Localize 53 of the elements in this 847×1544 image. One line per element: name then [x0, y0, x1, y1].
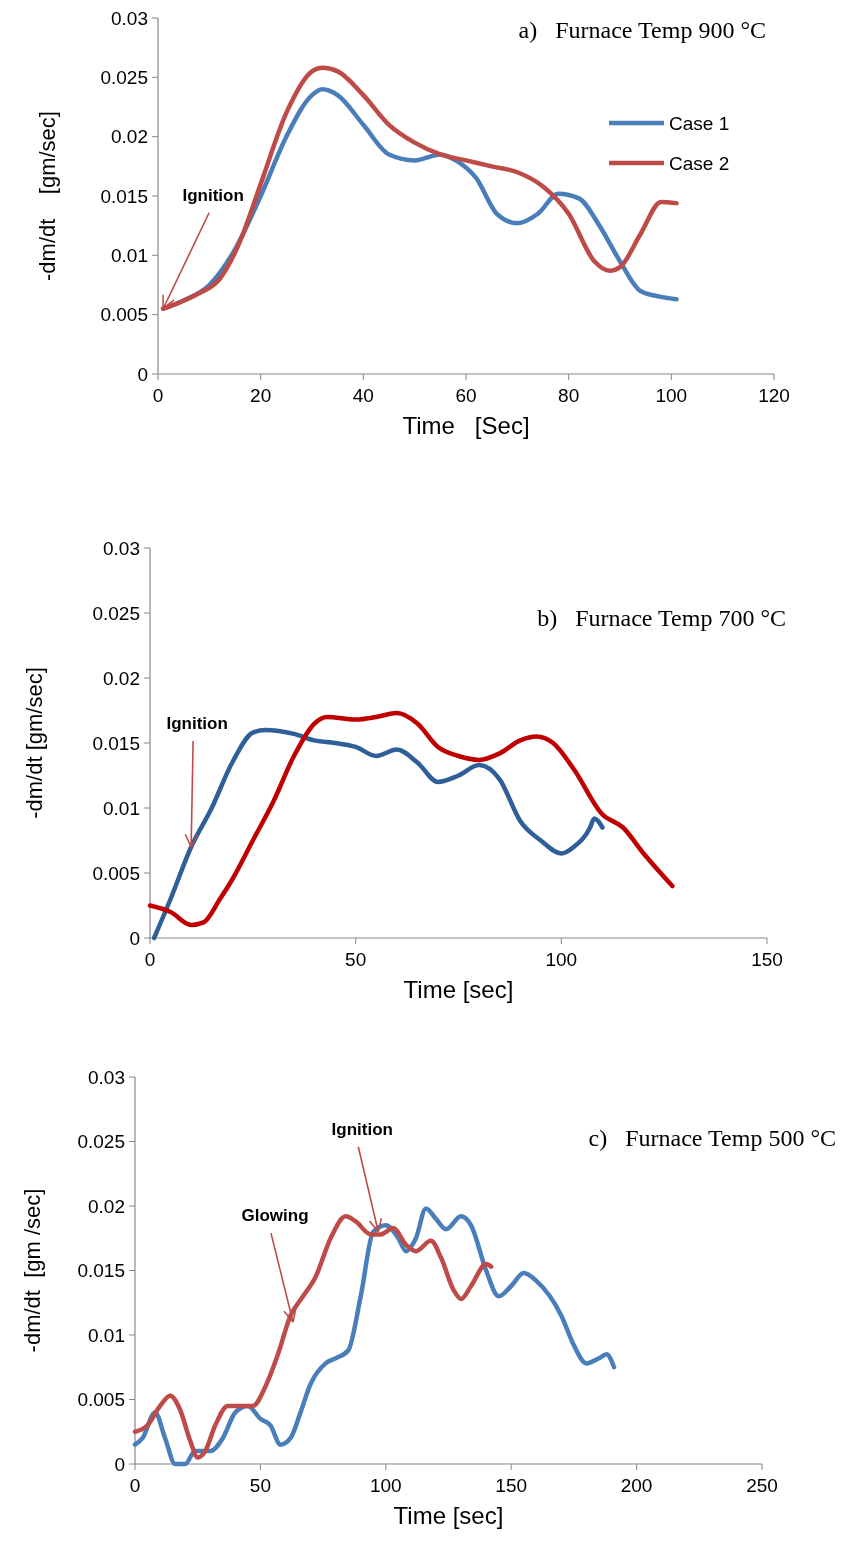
x-axis-title: Time [sec] [393, 1502, 504, 1529]
y-axis-title: -dm/dt [gm/sec] [35, 111, 60, 281]
text: b) Furnace Temp 700 °C [537, 605, 786, 631]
y-tick-label: 0.005 [77, 1389, 125, 1411]
x-axis-title: Time [sec] [403, 976, 514, 1003]
x-tick-label: 100 [369, 1475, 402, 1496]
y-tick-label: 0.025 [77, 1131, 125, 1153]
y-tick-label: 0.01 [111, 244, 148, 266]
y-tick-label: 0 [114, 1453, 125, 1475]
y-tick-label: 0.02 [103, 667, 140, 689]
x-tick-label: 120 [758, 385, 790, 406]
annotation: Ignition [331, 1119, 393, 1139]
y-tick-label: 0.03 [88, 1066, 125, 1088]
legend-label: Case 2 [669, 152, 730, 174]
x-tick-label: 200 [620, 1475, 653, 1496]
x-axis-title: Time [Sec] [402, 412, 530, 439]
y-tick-label: 0 [137, 363, 148, 385]
x-tick-label: 50 [249, 1475, 271, 1496]
y-axis-title: -dm/dt [gm /sec] [20, 1188, 45, 1353]
x-tick-label: 100 [545, 949, 578, 970]
line-series [132, 1206, 617, 1467]
y-tick-label: 0.015 [100, 185, 148, 207]
y-axis-title: -dm/dt [gm/sec] [22, 667, 47, 819]
y-tick-label: 0.025 [92, 602, 140, 624]
x-tick-label: 150 [751, 949, 783, 970]
y-tick-label: 0.005 [100, 304, 148, 326]
x-tick-label: 20 [250, 385, 272, 406]
x-tick-label: 250 [746, 1475, 778, 1496]
legend-label: Case 1 [669, 112, 730, 134]
annotation: Ignition [182, 185, 244, 205]
y-tick-label: 0.01 [103, 797, 140, 819]
y-tick-label: 0.02 [111, 126, 148, 148]
y-tick-label: 0.02 [88, 1195, 125, 1217]
x-tick-label: 80 [558, 385, 580, 406]
y-tick-label: 0.01 [88, 1324, 125, 1346]
annotation: Ignition [166, 714, 228, 733]
y-tick-label: 0.025 [100, 66, 148, 88]
y-tick-label: 0.015 [77, 1260, 125, 1282]
y-tick-label: 0.03 [111, 7, 148, 29]
chart-title: a) Furnace Temp 900 °C [518, 17, 766, 43]
annotation: Glowing [241, 1206, 309, 1226]
x-tick-label: 0 [152, 385, 164, 406]
x-tick-label: 150 [495, 1475, 528, 1496]
x-tick-label: 40 [352, 385, 374, 406]
line-series [147, 710, 675, 928]
y-tick-label: 0.005 [92, 862, 140, 884]
x-tick-label: 50 [345, 949, 367, 970]
y-tick-label: 0.03 [103, 537, 140, 559]
x-tick-label: 100 [655, 385, 688, 406]
y-tick-label: 0 [129, 927, 140, 949]
y-tick-label: 0.015 [92, 732, 140, 754]
x-tick-label: 60 [455, 385, 477, 406]
text: c) Furnace Temp 500 °C [588, 1125, 836, 1151]
